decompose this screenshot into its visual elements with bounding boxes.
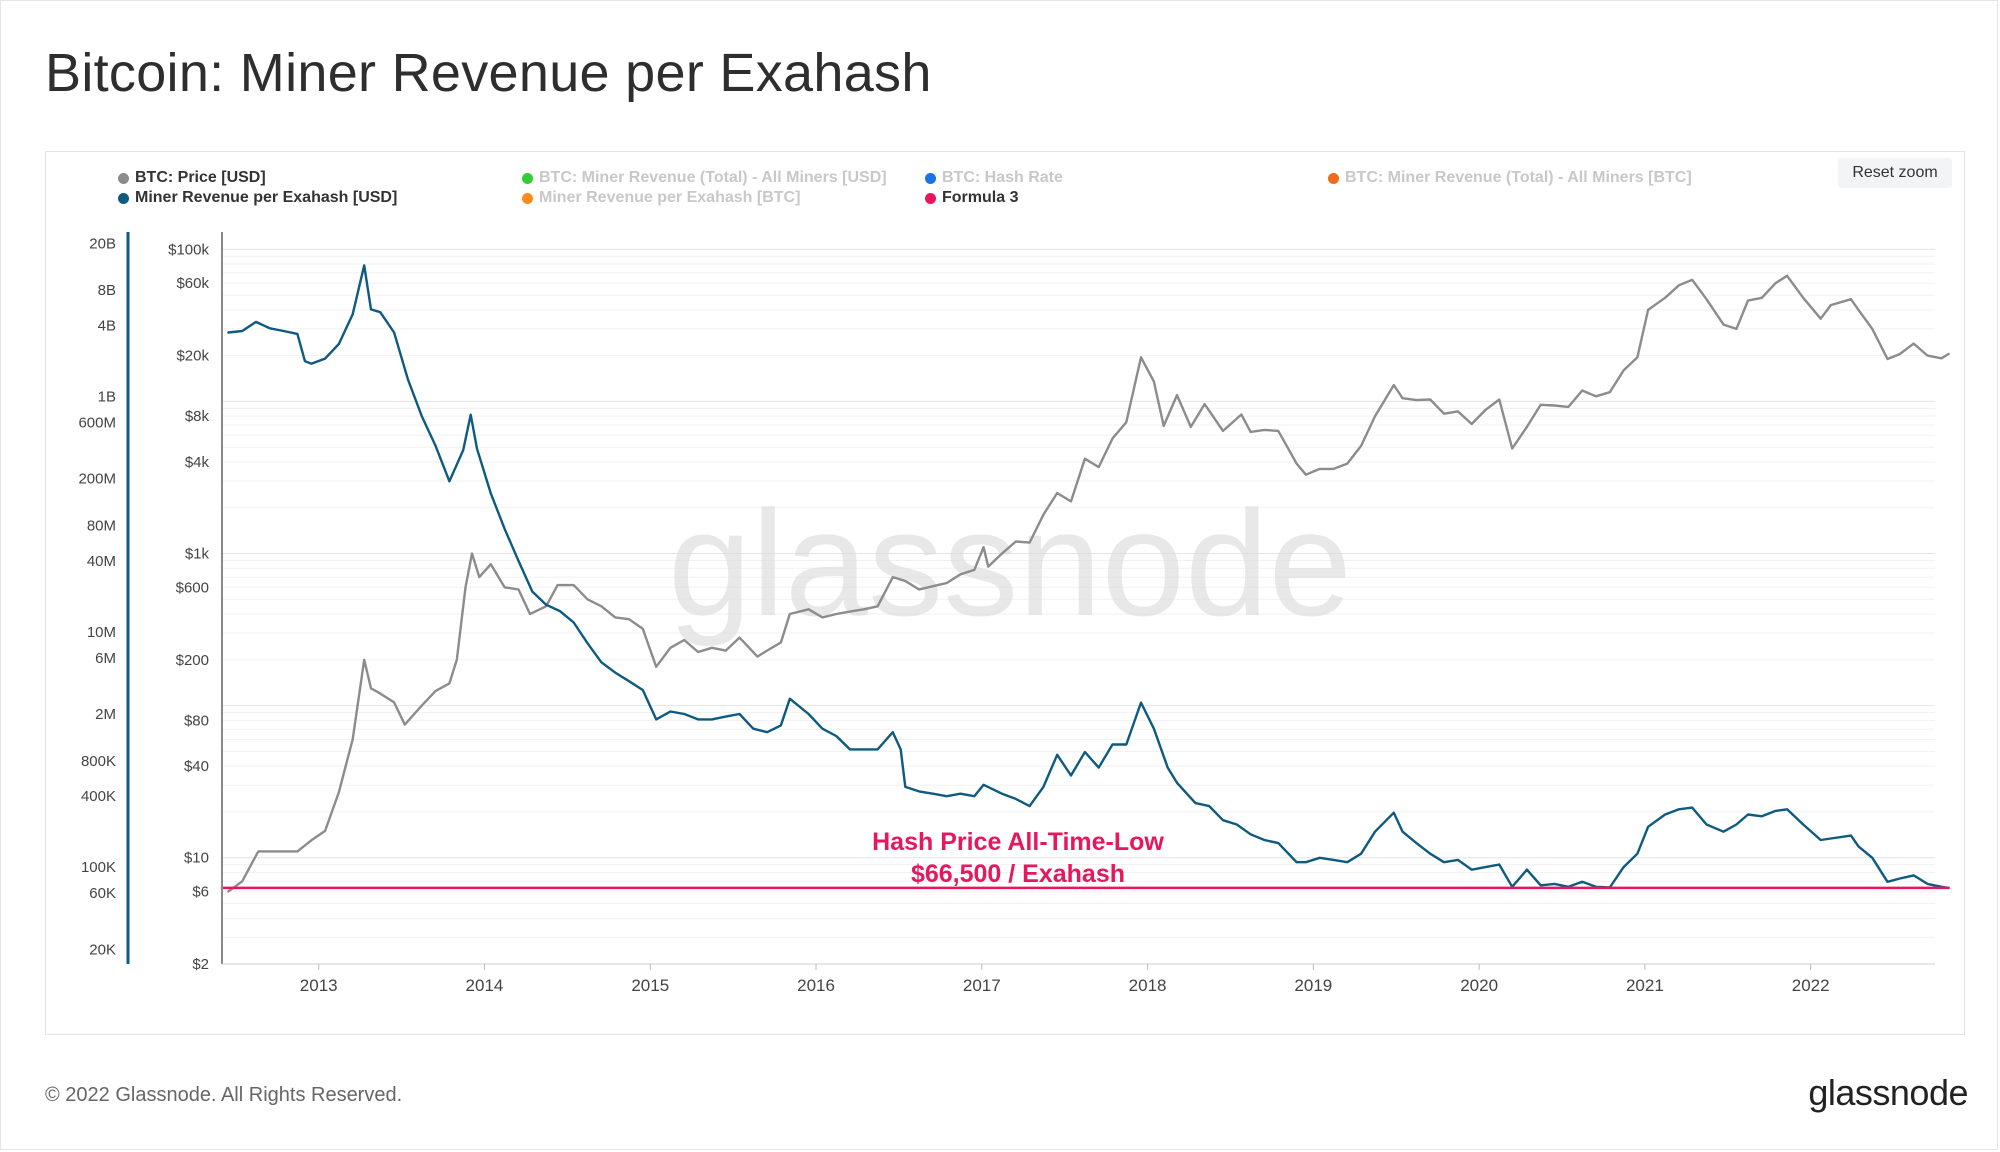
- price-axis-tick-label: $10: [184, 850, 209, 867]
- legend-item-miner-revenue-per-exahash-usd[interactable]: Miner Revenue per Exahash [USD]: [118, 189, 397, 207]
- annotation-line-1: Hash Price All-Time-Low: [872, 828, 1164, 856]
- price-axis-tick-label: $200: [176, 652, 209, 669]
- legend-item-miner-revenue-per-exahash-btc[interactable]: Miner Revenue per Exahash [BTC]: [522, 189, 800, 207]
- legend-label: BTC: Miner Revenue (Total) - All Miners …: [1345, 169, 1692, 186]
- left-axis-tick-label: 80M: [87, 518, 116, 535]
- legend-label: BTC: Miner Revenue (Total) - All Miners …: [539, 169, 887, 186]
- price-axis-tick-label: $1k: [185, 546, 210, 563]
- left-axis-tick-label: 40M: [87, 553, 116, 570]
- left-axis-tick-label: 1B: [98, 388, 116, 405]
- x-axis-tick-label: 2015: [631, 976, 669, 995]
- left-axis-tick-label: 20B: [89, 235, 116, 252]
- price-axis-tick-label: $40: [184, 758, 209, 775]
- legend-label: BTC: Price [USD]: [135, 169, 266, 186]
- x-axis-tick-label: 2013: [300, 976, 338, 995]
- x-axis-tick-label: 2019: [1294, 976, 1332, 995]
- x-axis-tick-label: 2020: [1460, 976, 1498, 995]
- legend-label: Formula 3: [942, 189, 1019, 206]
- watermark: glassnode: [668, 479, 1352, 647]
- series-layer: [220, 264, 1950, 893]
- legend-dot-icon: [925, 172, 936, 184]
- legend-label: Miner Revenue per Exahash [USD]: [135, 189, 398, 206]
- left-axis-tick-label: 2M: [95, 706, 116, 723]
- left-axis-tick-label: 600M: [78, 415, 116, 432]
- x-axis-tick-label: 2014: [466, 976, 504, 995]
- series-line-0: [227, 274, 1950, 893]
- legend-item-formula-3[interactable]: Formula 3: [925, 189, 1018, 207]
- price-axis-tick-label: $6: [192, 883, 209, 900]
- legend-item-miner-revenue-total-usd[interactable]: BTC: Miner Revenue (Total) - All Miners …: [522, 169, 887, 187]
- x-axis-tick-label: 2018: [1129, 976, 1167, 995]
- reset-zoom-button[interactable]: Reset zoom: [1838, 158, 1952, 188]
- price-axis-tick-label: $8k: [185, 408, 210, 425]
- legend-label: Miner Revenue per Exahash [BTC]: [539, 189, 801, 206]
- annotation-line-2: $66,500 / Exahash: [911, 860, 1125, 888]
- price-axis-tick-label: $100k: [168, 241, 209, 258]
- legend-dot-icon: [522, 192, 533, 204]
- left-axis-tick-label: 8B: [98, 282, 116, 299]
- page-title: Bitcoin: Miner Revenue per Exahash: [45, 43, 932, 103]
- price-axis-tick-label: $2: [192, 956, 209, 973]
- left-axis-tick-label: 800K: [81, 753, 116, 770]
- legend-item-miner-revenue-total-btc[interactable]: BTC: Miner Revenue (Total) - All Miners …: [1328, 169, 1692, 187]
- left-axis-tick-label: 6M: [95, 650, 116, 667]
- legend-item-btc-price[interactable]: BTC: Price [USD]: [118, 169, 266, 187]
- legend-dot-icon: [118, 172, 129, 184]
- left-axis-tick-label: 200M: [78, 471, 116, 488]
- price-axis-tick-label: $4k: [185, 454, 210, 471]
- x-axis-tick-label: 2022: [1792, 976, 1830, 995]
- price-axis-tick-label: $60k: [176, 275, 209, 292]
- footer-copyright: © 2022 Glassnode. All Rights Reserved.: [45, 1084, 403, 1106]
- price-axis-tick-label: $80: [184, 712, 209, 729]
- legend-dot-icon: [925, 192, 936, 204]
- x-axis-tick-label: 2021: [1626, 976, 1664, 995]
- legend-dot-icon: [118, 192, 129, 204]
- footer-logo[interactable]: glassnode: [1808, 1072, 1968, 1113]
- price-axis-tick-label: $20k: [176, 348, 209, 365]
- legend-dot-icon: [1328, 172, 1339, 184]
- price-axis-tick-label: $600: [176, 579, 209, 596]
- grid-layer: [222, 248, 1935, 965]
- left-axis-tick-label: 4B: [98, 318, 116, 335]
- legend-item-hash-rate[interactable]: BTC: Hash Rate: [925, 169, 1063, 187]
- left-axis-tick-label: 100K: [81, 859, 116, 876]
- legend-label: BTC: Hash Rate: [942, 169, 1063, 186]
- axis-layer: 20B 8B 4B 1B 600M 200M 80M 40M 10M 6M 2M 800K 400K 10…: [78, 232, 1935, 995]
- series-line-1: [227, 264, 1950, 890]
- left-axis-tick-label: 20K: [89, 941, 116, 958]
- left-axis-tick-label: 400K: [81, 788, 116, 805]
- x-axis-tick-label: 2017: [963, 976, 1001, 995]
- left-axis-tick-label: 10M: [87, 624, 116, 641]
- legend-dot-icon: [522, 172, 533, 184]
- left-axis-tick-label: 60K: [89, 885, 116, 902]
- x-axis-tick-label: 2016: [797, 976, 835, 995]
